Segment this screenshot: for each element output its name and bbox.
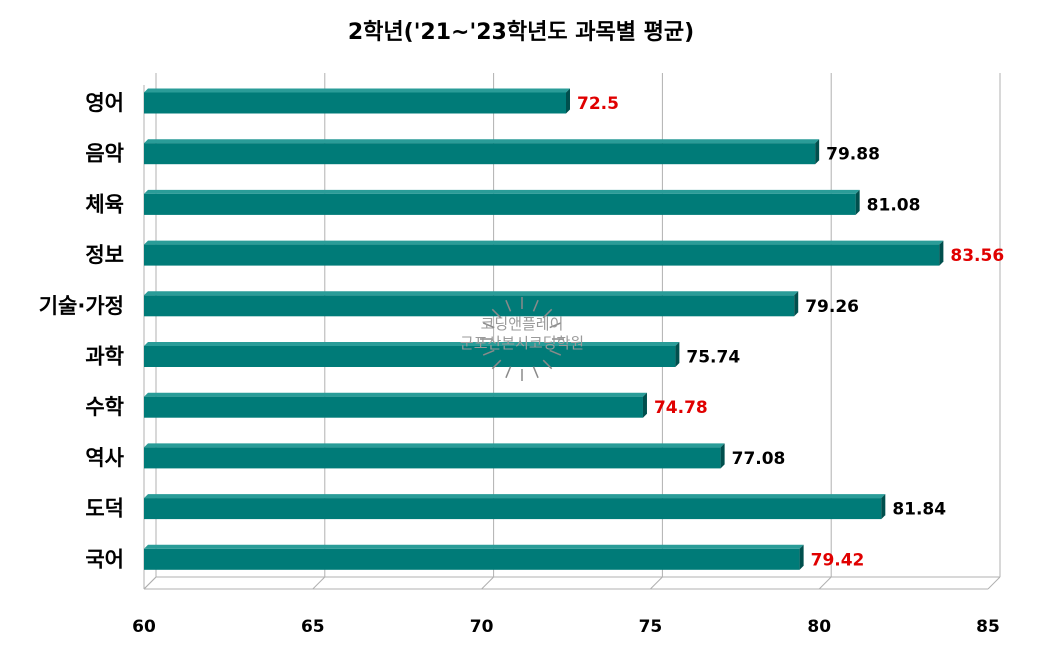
bar-end-face: [794, 291, 799, 317]
watermark-ray: [542, 359, 553, 370]
bar-front-face: [144, 447, 721, 469]
label-layer: 60 65 70 75 80 85 영어 72.5 음악 79.88 체육 81.08 정보 83.56 기…: [39, 91, 1004, 637]
floor-gridline: [987, 576, 1001, 590]
watermark-ray: [505, 299, 512, 312]
bar-top-face: [144, 291, 799, 296]
bar-top-face: [144, 544, 804, 549]
data-label: 83.56: [950, 246, 1004, 266]
data-label: 81.08: [867, 195, 921, 215]
bar-front-face: [144, 498, 882, 520]
bar-front-face: [144, 143, 816, 165]
data-label: 79.26: [805, 297, 859, 317]
watermark-logo: 코딩앤플레이 군포산본시코딩학원: [460, 297, 584, 381]
bar-top-face: [144, 443, 725, 448]
bar: [144, 88, 570, 114]
bar-end-face: [815, 139, 820, 165]
data-label: 77.08: [732, 449, 786, 469]
bar-top-face: [144, 240, 944, 245]
watermark-rays: [480, 297, 564, 381]
bar-top-face: [144, 392, 647, 397]
category-label: 음악: [85, 142, 124, 166]
category-label: 과학: [85, 345, 124, 369]
bar: [144, 392, 647, 418]
bar-end-face: [855, 189, 860, 215]
watermark-line-2: 군포산본시코딩학원: [460, 334, 584, 352]
watermark-ray: [491, 359, 502, 370]
category-label: 기술·가정: [39, 294, 124, 318]
data-label: 75.74: [686, 348, 740, 368]
chart-title: 2학년('21~'23학년도 과목별 평균): [347, 20, 695, 45]
x-tick-label: 65: [301, 617, 325, 637]
bar-top-face: [144, 189, 860, 194]
bar: [144, 139, 820, 165]
category-label: 수학: [85, 395, 124, 419]
watermark-ray: [542, 308, 553, 319]
bar: [144, 494, 886, 520]
watermark-ray: [532, 299, 539, 312]
bar-front-face: [144, 244, 940, 266]
watermark-ray: [532, 366, 539, 379]
bar: [144, 443, 725, 469]
bar: [144, 342, 680, 367]
bar-front-face: [144, 548, 800, 570]
watermark-ray: [491, 308, 502, 319]
watermark-ray: [482, 349, 495, 356]
bar: [144, 240, 944, 266]
bar-front-face: [144, 295, 795, 317]
bar-front-face: [144, 396, 643, 418]
data-label: 81.84: [892, 500, 946, 520]
x-tick-label: 80: [807, 617, 831, 637]
floor-gridline: [143, 576, 157, 590]
floor-gridline: [481, 576, 494, 590]
watermark-ray: [549, 349, 562, 356]
category-label: 체육: [85, 192, 124, 216]
data-label: 72.5: [577, 94, 619, 114]
bar: [144, 544, 804, 570]
bar-top-face: [144, 494, 886, 499]
bar-end-face: [566, 88, 570, 114]
bar-top-face: [144, 139, 820, 144]
bar-front-face: [144, 193, 856, 215]
watermark-line-1: 코딩앤플레이: [481, 315, 564, 333]
bar-end-face: [642, 392, 647, 418]
bar-layer: [144, 88, 944, 570]
x-tick-label: 75: [639, 617, 663, 637]
data-label: 74.78: [654, 398, 708, 418]
bar-end-face: [881, 494, 886, 520]
bar-top-face: [144, 88, 570, 93]
x-tick-label: 60: [132, 617, 156, 637]
bar-end-face: [939, 240, 944, 266]
bar-end-face: [799, 544, 804, 570]
floor-gridline: [818, 576, 832, 590]
watermark-ray: [505, 366, 512, 379]
data-label: 79.42: [811, 550, 865, 570]
floor-gridline: [650, 576, 663, 590]
bar-end-face: [675, 342, 680, 367]
bar-top-face: [144, 342, 680, 346]
x-tick-label: 85: [976, 617, 1000, 637]
bar: [144, 291, 799, 317]
category-label: 역사: [85, 446, 124, 470]
watermark-ray: [482, 322, 495, 329]
category-label: 정보: [85, 243, 124, 267]
bar-end-face: [720, 443, 725, 469]
bar-front-face: [144, 92, 566, 114]
bar-front-face: [144, 346, 676, 367]
category-label: 도덕: [85, 497, 124, 521]
floor-gridline: [312, 576, 326, 590]
watermark-ray: [549, 322, 562, 329]
x-tick-label: 70: [470, 617, 494, 637]
data-label: 79.88: [826, 145, 880, 165]
bar: [144, 189, 860, 215]
category-label: 국어: [85, 547, 124, 571]
category-label: 영어: [85, 91, 124, 115]
